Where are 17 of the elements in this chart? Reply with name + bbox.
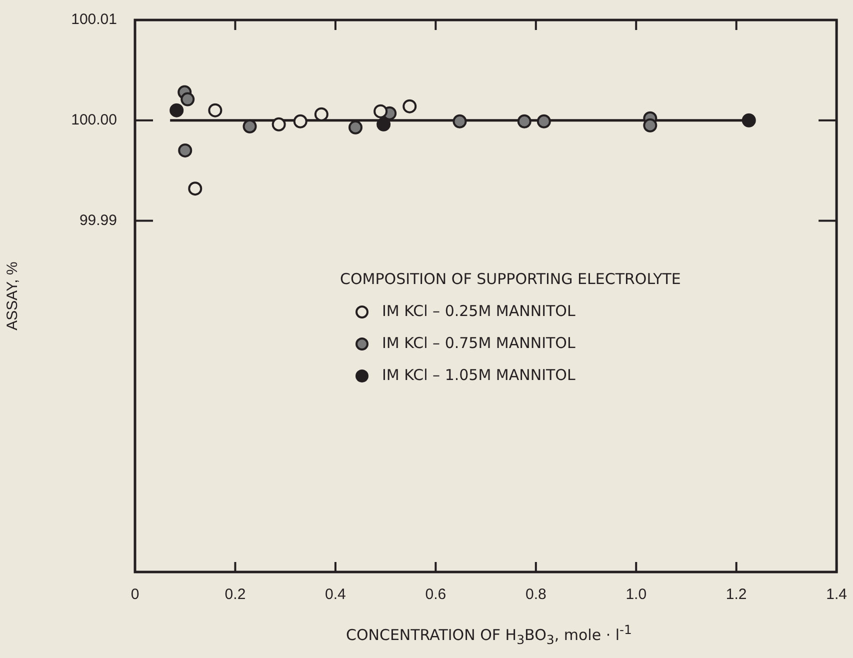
x-tick-label: 1.2	[726, 586, 747, 604]
legend-title: COMPOSITION OF SUPPORTING ELECTROLYTE	[340, 270, 681, 288]
x-axis-title: CONCENTRATION OF H$_{3}$BO$_{3}$, mole · l$^{-1}$	[344, 622, 634, 647]
x-tick-label: 1.4	[826, 586, 848, 604]
y-axis-title: ASSAY, %	[4, 262, 22, 330]
x-tick-label: 1.0	[626, 586, 647, 604]
y-tick-label: 99.99	[79, 212, 117, 229]
x-tick-label: 0.4	[325, 586, 346, 604]
x-tick-label: 0.8	[525, 586, 546, 604]
x-tick-label: 0.2	[224, 586, 246, 604]
x-tick-label: 0.6	[425, 586, 446, 604]
legend-label: IM KCl – 0.75M MANNITOL	[382, 334, 576, 352]
legend-label: IM KCl – 1.05M MANNITOL	[382, 366, 576, 384]
x-tick-label: 0	[130, 586, 140, 604]
y-tick-label: 100.01	[71, 11, 117, 28]
y-tick-label: 100.00	[71, 112, 117, 129]
legend-label: IM KCl – 0.25M MANNITOL	[382, 302, 576, 320]
